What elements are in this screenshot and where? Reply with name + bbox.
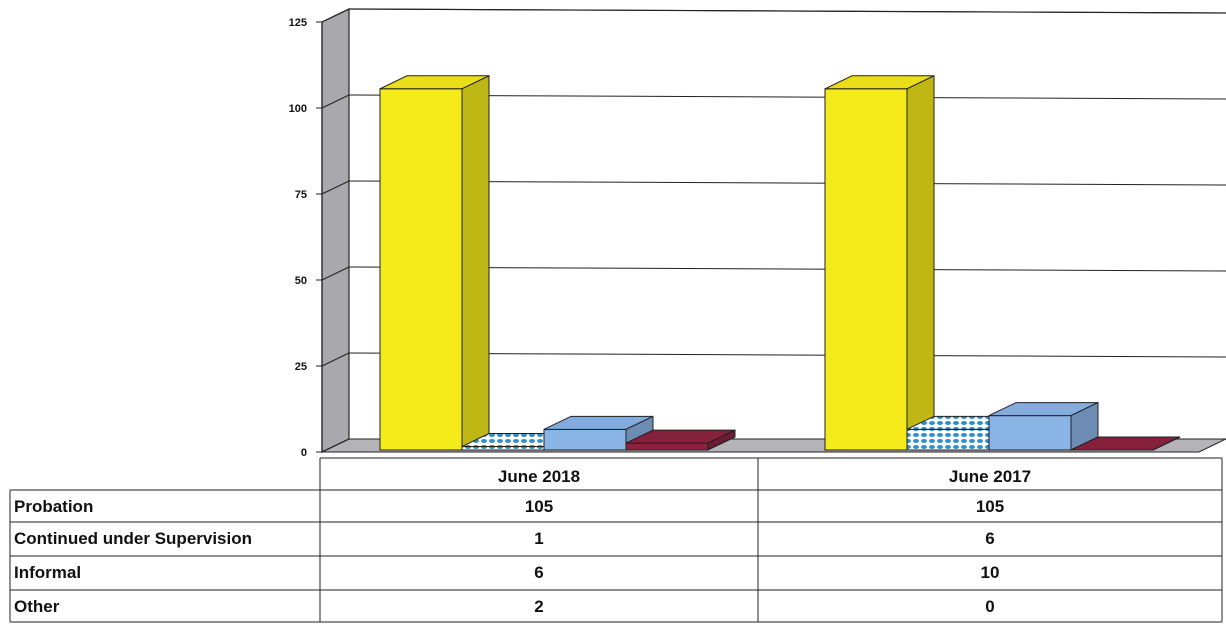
- gridline-side: [321, 352, 350, 367]
- y-tick-label: 0: [301, 447, 307, 459]
- y-tick-label: 75: [295, 189, 307, 201]
- y-tick-label: 25: [295, 361, 307, 373]
- legend-label: Continued under Supervision: [14, 529, 252, 548]
- data-value-label: 10: [981, 563, 1000, 582]
- gridline-side: [321, 94, 350, 109]
- gridline: [348, 352, 1226, 358]
- gridline: [348, 266, 1226, 272]
- gridline-side: [321, 266, 350, 281]
- gridline-side: [321, 438, 350, 453]
- y-tick-label: 50: [295, 275, 307, 287]
- side-wall: [321, 8, 350, 453]
- data-value-label: 6: [985, 529, 994, 548]
- data-value-label: 2: [534, 597, 543, 616]
- gridline-side: [321, 180, 350, 195]
- bar-other-june-2017: [1070, 436, 1181, 451]
- bar-group-june-2017: [824, 75, 1181, 451]
- bar-probation-june-2017: [824, 75, 935, 451]
- bar-informal-june-2017: [988, 401, 1099, 451]
- legend-label: Informal: [14, 563, 81, 582]
- bar-probation-june-2018: [379, 75, 490, 451]
- gridline-side: [321, 8, 350, 23]
- gridline: [348, 8, 1226, 14]
- data-value-label: 0: [985, 597, 994, 616]
- data-value-label: 6: [534, 563, 543, 582]
- y-axis: 0 25 50 75 100 125: [289, 17, 323, 459]
- x-category-label: June 2017: [949, 467, 1031, 486]
- data-value-label: 1: [534, 529, 543, 548]
- y-tick-label: 125: [289, 17, 307, 29]
- data-value-label: 105: [976, 497, 1004, 516]
- bar-group-june-2018: [379, 75, 736, 451]
- legend-label: Probation: [14, 497, 93, 516]
- chart-gridlines: [321, 8, 1226, 453]
- legend-label: Other: [14, 597, 60, 616]
- data-table: June 2018 June 2017 Probation 105 105 Continu…: [9, 457, 1223, 623]
- gridline: [348, 94, 1226, 100]
- y-tick-label: 100: [289, 103, 307, 115]
- bar-informal-june-2018: [543, 415, 654, 451]
- bar-other-june-2018: [625, 429, 736, 451]
- gridline: [348, 180, 1226, 186]
- data-value-label: 105: [525, 497, 553, 516]
- x-category-label: June 2018: [498, 467, 580, 486]
- bars: [379, 75, 1181, 451]
